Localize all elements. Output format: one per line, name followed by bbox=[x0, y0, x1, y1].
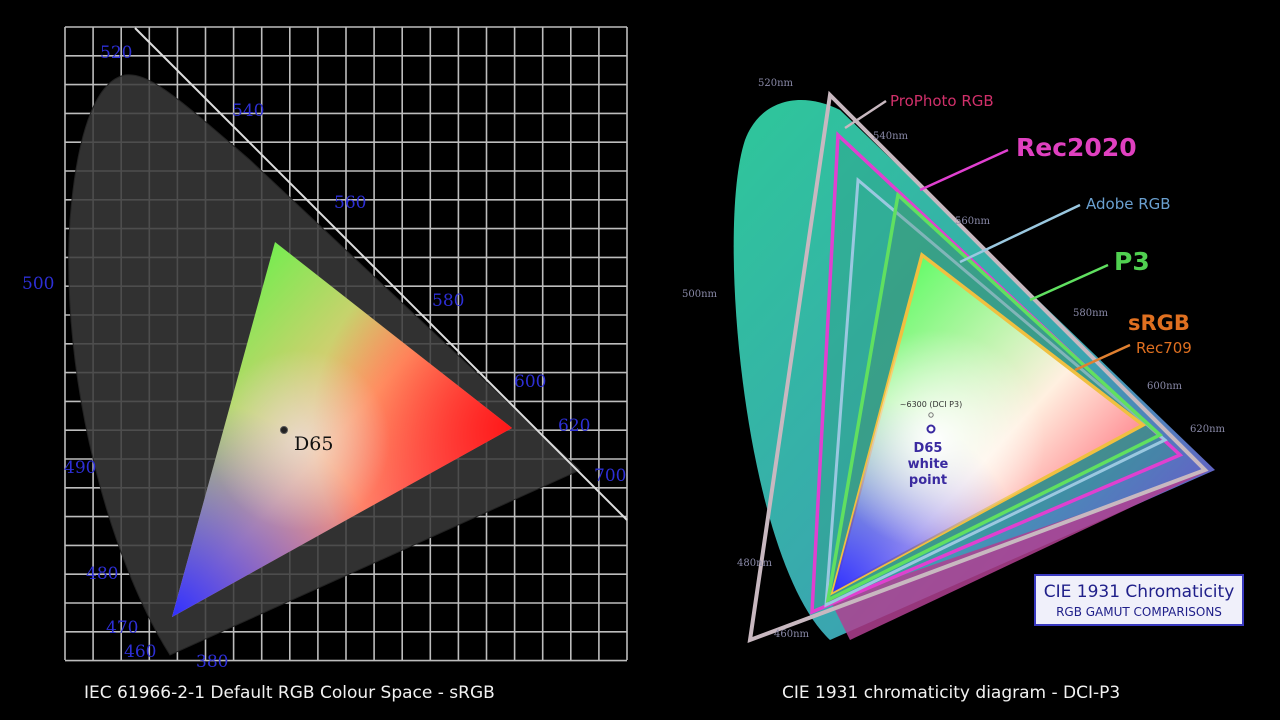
legend-subtitle: RGB GAMUT COMPARISONS bbox=[1056, 605, 1222, 619]
gamut-label: Rec2020 bbox=[1016, 133, 1137, 162]
purple-line bbox=[134, 27, 628, 521]
white-center bbox=[172, 242, 512, 617]
wavelength-label: 500 bbox=[22, 274, 54, 294]
gamut-label: Adobe RGB bbox=[1086, 195, 1171, 213]
gamut-label: ProPhoto RGB bbox=[890, 92, 994, 110]
gamut-label: Rec709 bbox=[1136, 339, 1192, 357]
wavelength-label: 490 bbox=[64, 458, 96, 478]
wavelength-label: 480nm bbox=[737, 558, 773, 569]
d65-label: white bbox=[908, 457, 949, 472]
wavelength-label: 620 bbox=[558, 416, 590, 436]
gamut-label: sRGB bbox=[1128, 311, 1190, 335]
wavelength-label: 470 bbox=[106, 618, 138, 638]
wavelength-label: 460nm bbox=[774, 629, 810, 640]
leader-lines bbox=[844, 99, 1131, 372]
wavelength-label: 520 bbox=[100, 43, 132, 63]
caption: IEC 61966-2-1 Default RGB Colour Space -… bbox=[84, 683, 495, 703]
wavelength-label: 580nm bbox=[1073, 308, 1109, 319]
white-center bbox=[833, 255, 1143, 592]
wavelength-label: 700 bbox=[594, 466, 626, 486]
caption: CIE 1931 chromaticity diagram - DCI-P3 bbox=[782, 683, 1120, 703]
wavelength-label: 600nm bbox=[1147, 381, 1183, 392]
d65-label: D65 bbox=[914, 441, 943, 456]
d65-label: D65 bbox=[294, 433, 333, 455]
d65-label: point bbox=[909, 473, 947, 488]
prophoto-triangle bbox=[747, 90, 1209, 644]
dci-point bbox=[928, 412, 934, 418]
legend-box bbox=[1034, 574, 1244, 626]
wavelength-label: 520nm bbox=[758, 78, 794, 89]
wavelength-label: 540nm bbox=[873, 131, 909, 142]
wavelength-label: 560nm bbox=[955, 216, 991, 227]
wavelength-label: 380 bbox=[196, 652, 228, 672]
adobe-rgb-triangle bbox=[824, 176, 1168, 608]
d65-point bbox=[926, 424, 936, 434]
wavelength-label: 460 bbox=[124, 642, 156, 662]
wavelength-label: 580 bbox=[432, 291, 464, 311]
wavelength-label: 500nm bbox=[682, 289, 718, 300]
d65-point bbox=[280, 426, 288, 434]
annotation: ~6300 (DCI P3) bbox=[900, 400, 962, 409]
wavelength-label: 480 bbox=[86, 564, 118, 584]
wavelength-label: 540 bbox=[232, 101, 264, 121]
wavelength-label: 560 bbox=[334, 193, 366, 213]
legend-title: CIE 1931 Chromaticity bbox=[1044, 582, 1235, 602]
purple-region bbox=[830, 470, 1210, 640]
gamut-label: P3 bbox=[1114, 247, 1150, 276]
wavelength-label: 600 bbox=[514, 372, 546, 392]
wavelength-label: 620nm bbox=[1190, 424, 1226, 435]
